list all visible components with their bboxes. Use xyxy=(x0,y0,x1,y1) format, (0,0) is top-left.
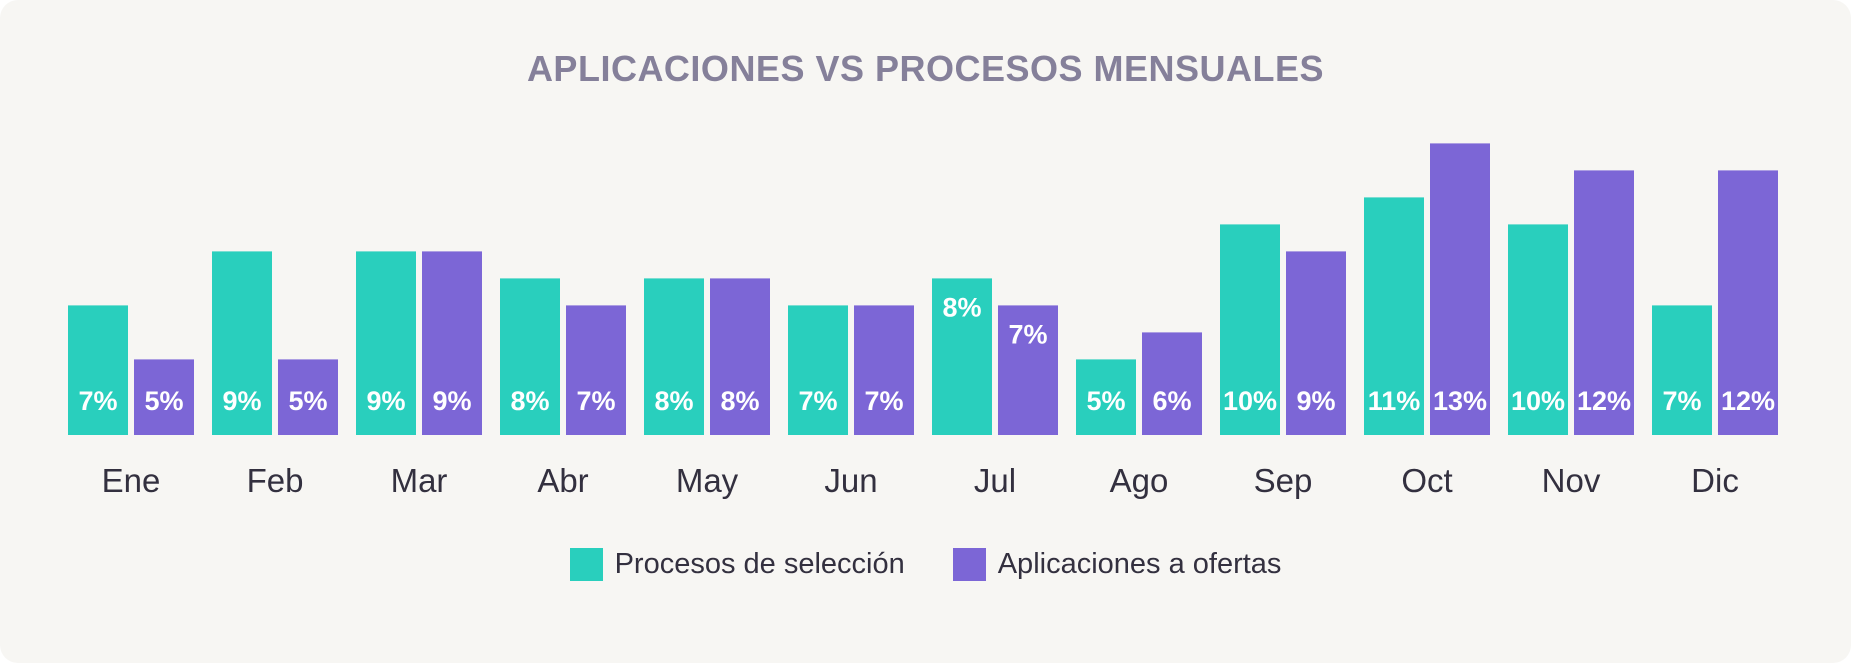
legend-item-procesos[interactable]: Procesos de selección xyxy=(569,548,905,581)
bar-label: 7% xyxy=(78,386,117,416)
legend-item-aplicaciones[interactable]: Aplicaciones a ofertas xyxy=(952,548,1282,581)
bar-label: 8% xyxy=(654,386,693,416)
bar-aplicaciones-oct[interactable] xyxy=(1430,143,1490,435)
x-tick-label: Mar xyxy=(391,462,448,499)
bar-procesos-jul[interactable] xyxy=(932,278,992,435)
bar-aplicaciones-sep[interactable] xyxy=(1286,251,1346,435)
bar-label: 7% xyxy=(1662,386,1701,416)
bar-label: 5% xyxy=(144,386,183,416)
bar-aplicaciones-feb[interactable] xyxy=(278,359,338,435)
bar-label: 9% xyxy=(1296,386,1335,416)
bar-procesos-sep[interactable] xyxy=(1220,224,1280,435)
x-tick-label: Feb xyxy=(247,462,304,499)
bar-procesos-mar[interactable] xyxy=(356,251,416,435)
x-tick-label: Sep xyxy=(1254,462,1313,499)
x-tick-label: Ago xyxy=(1110,462,1169,499)
bar-label: 11% xyxy=(1368,386,1421,416)
bar-aplicaciones-ago[interactable] xyxy=(1142,332,1202,435)
bar-label: 10% xyxy=(1223,386,1277,416)
bar-procesos-nov[interactable] xyxy=(1508,224,1568,435)
x-tick-label: Jul xyxy=(974,462,1016,499)
x-tick-label: Ene xyxy=(102,462,161,499)
x-tick-label: May xyxy=(676,462,739,499)
bar-procesos-may[interactable] xyxy=(644,278,704,435)
bar-label: 12% xyxy=(1721,386,1775,416)
legend-label-aplicaciones: Aplicaciones a ofertas xyxy=(997,548,1282,580)
bar-aplicaciones-jul[interactable] xyxy=(998,305,1058,435)
bar-label: 10% xyxy=(1511,386,1565,416)
bar-aplicaciones-jun[interactable] xyxy=(854,305,914,435)
bar-aplicaciones-abr[interactable] xyxy=(566,305,626,435)
bar-procesos-oct[interactable] xyxy=(1364,197,1424,435)
bar-label: 12% xyxy=(1577,386,1631,416)
bar-label: 6% xyxy=(1152,386,1191,416)
bar-label: 8% xyxy=(720,386,759,416)
bar-aplicaciones-ene[interactable] xyxy=(134,359,194,435)
bar-label: 7% xyxy=(576,386,615,416)
bar-label: 9% xyxy=(432,386,471,416)
bar-procesos-ago[interactable] xyxy=(1076,359,1136,435)
bar-label: 13% xyxy=(1433,386,1487,416)
bar-label: 8% xyxy=(942,292,981,322)
x-tick-label: Abr xyxy=(537,462,588,499)
bar-label: 8% xyxy=(510,386,549,416)
legend: Procesos de selección Aplicaciones a ofe… xyxy=(0,548,1851,581)
bar-procesos-dic[interactable] xyxy=(1652,305,1712,435)
bar-label: 7% xyxy=(1008,319,1047,349)
bar-aplicaciones-dic[interactable] xyxy=(1718,170,1778,435)
bar-procesos-feb[interactable] xyxy=(212,251,272,435)
bar-label: 5% xyxy=(288,386,327,416)
bar-aplicaciones-mar[interactable] xyxy=(422,251,482,435)
x-tick-label: Jun xyxy=(824,462,877,499)
bar-label: 9% xyxy=(366,386,405,416)
bar-procesos-jun[interactable] xyxy=(788,305,848,435)
bar-label: 5% xyxy=(1086,386,1125,416)
x-tick-label: Dic xyxy=(1691,462,1739,499)
bar-label: 9% xyxy=(222,386,261,416)
bar-procesos-abr[interactable] xyxy=(500,278,560,435)
chart-title: APLICACIONES VS PROCESOS MENSUALES xyxy=(526,48,1325,89)
legend-swatch-aplicaciones xyxy=(952,548,986,581)
bar-label: 7% xyxy=(798,386,837,416)
legend-swatch-procesos xyxy=(569,548,603,581)
x-tick-label: Nov xyxy=(1542,462,1601,499)
legend-label-procesos: Procesos de selección xyxy=(614,548,905,580)
bar-label: 7% xyxy=(864,386,903,416)
bar-procesos-ene[interactable] xyxy=(68,305,128,435)
x-tick-label: Oct xyxy=(1401,462,1452,499)
bar-aplicaciones-may[interactable] xyxy=(710,278,770,435)
bar-aplicaciones-nov[interactable] xyxy=(1574,170,1634,435)
